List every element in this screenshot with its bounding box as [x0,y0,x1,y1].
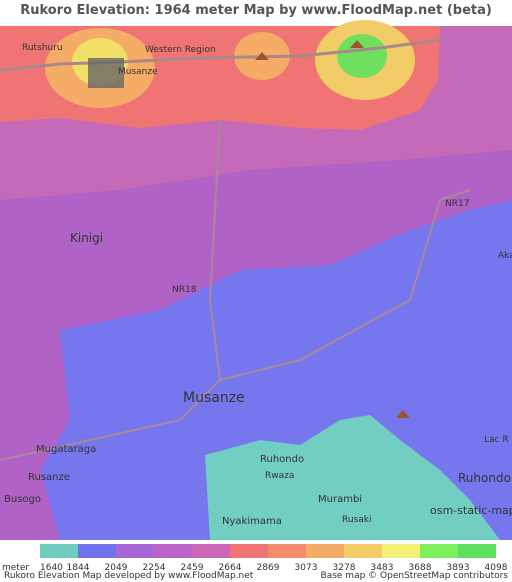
place-label: Murambi [318,494,362,505]
legend-value: 1640 [40,563,63,573]
terrain-green [337,34,387,78]
legend-swatch [116,544,154,558]
place-label: osm-static-maps [430,504,512,517]
legend-value: 3893 [447,563,470,573]
footer-right: Base map © OpenStreetMap contributors [321,571,509,581]
place-label: Rusaki [342,515,371,525]
footer-left: Rukoro Elevation Map developed by www.Fl… [4,571,254,581]
place-label: Musanze [183,390,245,406]
legend-swatch [268,544,306,558]
place-label: NR17 [445,199,469,209]
legend-value: 2869 [257,563,280,573]
legend-value: 2254 [143,563,166,573]
place-label: Kinigi [70,231,103,245]
legend-swatch [420,544,458,558]
legend-swatch [344,544,382,558]
map [0,20,512,540]
legend-value: 3278 [333,563,356,573]
legend-value: 4098 [485,563,508,573]
legend-swatch [40,544,78,558]
legend-value: 3073 [295,563,318,573]
legend-swatch [306,544,344,558]
place-label: Busogo [4,494,41,505]
legend-value: 3688 [409,563,432,573]
legend-swatch [458,544,496,558]
place-label: Rwaza [265,471,294,481]
legend-value: 3483 [371,563,394,573]
legend-value: 2664 [219,563,242,573]
legend-swatch [78,544,116,558]
place-label: NR18 [172,285,197,295]
legend: meter 1640 1844 2049 2254 2459 2664 2869 3073 327… [2,544,508,573]
road [0,38,441,72]
place-label: Ruhondo [458,471,511,485]
place-label: Lac R [484,435,509,445]
legend-value: 2049 [105,563,128,573]
title: Rukoro Elevation: 1964 meter Map by www.… [20,3,492,18]
place-label: Aka [498,251,512,261]
place-label: Nyakimama [222,516,282,527]
legend-swatch [154,544,192,558]
place-label: Rusanze [28,472,70,483]
map-labels: Rutshuru Western Region Musanze NR17 Kinigi A… [4,43,512,527]
legend-swatch [230,544,268,558]
place-label: Rutshuru [22,43,63,53]
legend-value: 1844 [67,563,90,573]
urban-area [88,58,124,88]
terrain-teal [205,415,500,540]
legend-unit: meter [2,563,29,573]
legend-swatch [382,544,420,558]
legend-value: 2459 [181,563,204,573]
place-label: Ruhondo [260,454,304,465]
place-label: Musanze [118,67,158,77]
legend-swatch [192,544,230,558]
place-label: Mugataraga [36,444,96,455]
place-label: Western Region [145,45,216,55]
road [219,189,471,381]
